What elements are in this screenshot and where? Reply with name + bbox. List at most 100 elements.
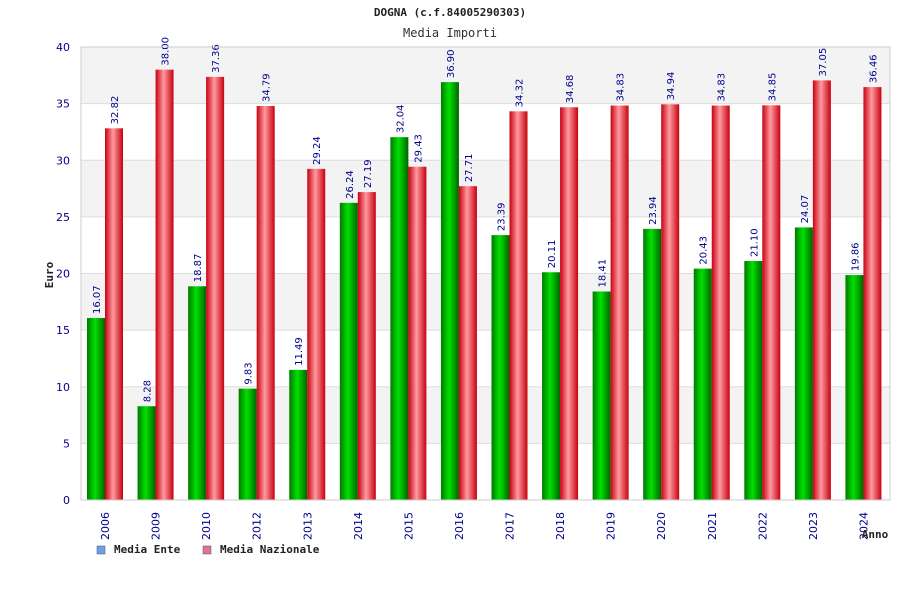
y-tick-label: 5 <box>63 437 70 450</box>
legend: Media Ente Media Nazionale <box>96 543 320 556</box>
x-tick-label-2021: 2021 <box>706 512 719 540</box>
value-label-media-ente-2017: 23.39 <box>497 202 508 231</box>
value-label-media-nazionale-2020: 34.94 <box>666 72 677 101</box>
plot-frame <box>80 46 891 501</box>
bar-media-ente-2016 <box>440 82 459 501</box>
bar-media-nazionale-2010 <box>206 76 225 500</box>
value-label-media-nazionale-2006: 32.82 <box>110 96 121 125</box>
value-label-media-nazionale-2021: 34.83 <box>717 73 728 102</box>
x-tick-label-2017: 2017 <box>504 512 517 540</box>
legend-swatch-media-nazionale <box>202 545 212 555</box>
bar-media-ente-2014 <box>339 202 358 500</box>
value-label-media-ente-2013: 11.49 <box>294 337 305 366</box>
value-label-media-nazionale-2013: 29.24 <box>312 136 323 165</box>
bar-media-ente-2023 <box>794 227 813 500</box>
x-axis-label: Anno <box>862 528 889 541</box>
x-tick-label-2019: 2019 <box>605 512 618 540</box>
bar-media-nazionale-2018 <box>560 107 579 501</box>
x-tick-label-2012: 2012 <box>251 512 264 540</box>
value-label-media-ente-2019: 18.41 <box>598 259 609 288</box>
value-label-media-ente-2024: 19.86 <box>850 242 861 271</box>
bar-media-nazionale-2009 <box>155 69 174 501</box>
bar-media-ente-2022 <box>744 261 763 500</box>
y-tick-label: 15 <box>56 324 70 337</box>
value-label-media-nazionale-2015: 29.43 <box>413 134 424 163</box>
x-tick-label-2013: 2013 <box>301 512 314 540</box>
bar-media-ente-2009 <box>137 406 156 500</box>
value-label-media-ente-2023: 24.07 <box>800 195 811 224</box>
value-label-media-ente-2016: 36.90 <box>446 49 457 78</box>
chart-title: DOGNA (c.f.84005290303) <box>374 6 526 19</box>
bar-media-ente-2006 <box>87 318 105 500</box>
y-tick-label: 0 <box>63 494 70 507</box>
value-label-media-nazionale-2016: 27.71 <box>464 154 475 183</box>
value-label-media-ente-2018: 20.11 <box>547 240 558 269</box>
bar-media-nazionale-2024 <box>863 87 882 500</box>
bar-media-nazionale-2020 <box>661 104 680 500</box>
value-label-media-ente-2015: 32.04 <box>395 105 406 134</box>
bar-media-ente-2024 <box>845 275 864 500</box>
bar-media-ente-2013 <box>289 369 308 500</box>
bar-media-ente-2015 <box>390 137 409 500</box>
x-tick-label-2006: 2006 <box>99 512 112 540</box>
y-tick-label: 20 <box>56 268 70 281</box>
value-label-media-nazionale-2023: 37.05 <box>818 48 829 77</box>
value-label-media-ente-2006: 16.07 <box>92 285 103 314</box>
value-labels: 16.07 32.82 8.28 38.00 18.87 37.36 9.83 34.79 11… <box>92 37 879 402</box>
y-tick-label: 10 <box>56 381 70 394</box>
x-tick-label-2024: 2024 <box>857 512 870 540</box>
bar-media-nazionale-2022 <box>762 105 781 500</box>
x-axis-ticks: 2006 2009 2010 2012 2013 2014 2015 2016 2017 2018… <box>99 512 870 540</box>
y-tick-label: 40 <box>56 41 70 54</box>
x-tick-label-2020: 2020 <box>655 512 668 540</box>
bar-media-ente-2018 <box>542 272 561 500</box>
y-tick-label: 30 <box>56 154 70 167</box>
x-tick-label-2014: 2014 <box>352 512 365 540</box>
bar-media-nazionale-2019 <box>610 105 629 501</box>
value-label-media-nazionale-2010: 37.36 <box>211 44 222 73</box>
value-label-media-nazionale-2022: 34.85 <box>767 73 778 102</box>
chart-subtitle: Media Importi <box>403 26 497 40</box>
x-tick-label-2016: 2016 <box>453 512 466 540</box>
x-tick-label-2010: 2010 <box>200 512 213 540</box>
bar-media-nazionale-2017 <box>509 111 528 501</box>
value-label-media-nazionale-2017: 34.32 <box>515 79 526 108</box>
bar-media-ente-2012 <box>238 388 257 500</box>
bar-media-nazionale-2015 <box>408 166 427 500</box>
value-label-media-nazionale-2012: 34.79 <box>262 73 273 102</box>
value-label-media-nazionale-2009: 38.00 <box>161 37 172 66</box>
x-tick-label-2009: 2009 <box>150 512 163 540</box>
bar-media-nazionale-2012 <box>256 106 275 501</box>
value-label-media-ente-2020: 23.94 <box>648 196 659 225</box>
bar-media-ente-2020 <box>643 228 662 500</box>
value-label-media-ente-2014: 26.24 <box>345 170 356 199</box>
legend-label-media-nazionale: Media Nazionale <box>220 543 320 556</box>
bar-media-ente-2021 <box>693 268 712 500</box>
value-label-media-ente-2012: 9.83 <box>244 362 255 384</box>
y-tick-label: 25 <box>56 211 70 224</box>
bars <box>87 69 882 501</box>
value-label-media-ente-2010: 18.87 <box>193 254 204 283</box>
legend-swatch-media-ente <box>96 545 106 555</box>
x-tick-label-2022: 2022 <box>756 512 769 540</box>
x-tick-label-2023: 2023 <box>807 512 820 540</box>
x-tick-label-2018: 2018 <box>554 512 567 540</box>
value-label-media-ente-2022: 21.10 <box>749 228 760 257</box>
bar-media-ente-2010 <box>188 286 207 500</box>
bar-media-nazionale-2023 <box>812 80 831 500</box>
x-tick-label-2015: 2015 <box>402 512 415 540</box>
bar-media-nazionale-2013 <box>307 168 326 500</box>
value-label-media-nazionale-2024: 36.46 <box>868 54 879 83</box>
bar-media-nazionale-2014 <box>357 192 376 501</box>
bar-media-ente-2019 <box>592 291 611 500</box>
value-label-media-ente-2021: 20.43 <box>699 236 710 265</box>
legend-label-media-ente: Media Ente <box>114 543 181 556</box>
y-axis-label: Euro <box>43 261 56 288</box>
value-label-media-ente-2009: 8.28 <box>143 380 154 402</box>
value-label-media-nazionale-2014: 27.19 <box>363 159 374 188</box>
bar-media-ente-2017 <box>491 235 510 500</box>
value-label-media-nazionale-2019: 34.83 <box>616 73 627 102</box>
y-tick-label: 35 <box>56 98 70 111</box>
y-axis-ticks: 0 5 10 15 20 25 30 35 40 <box>56 41 70 507</box>
bar-media-nazionale-2006 <box>105 128 123 500</box>
